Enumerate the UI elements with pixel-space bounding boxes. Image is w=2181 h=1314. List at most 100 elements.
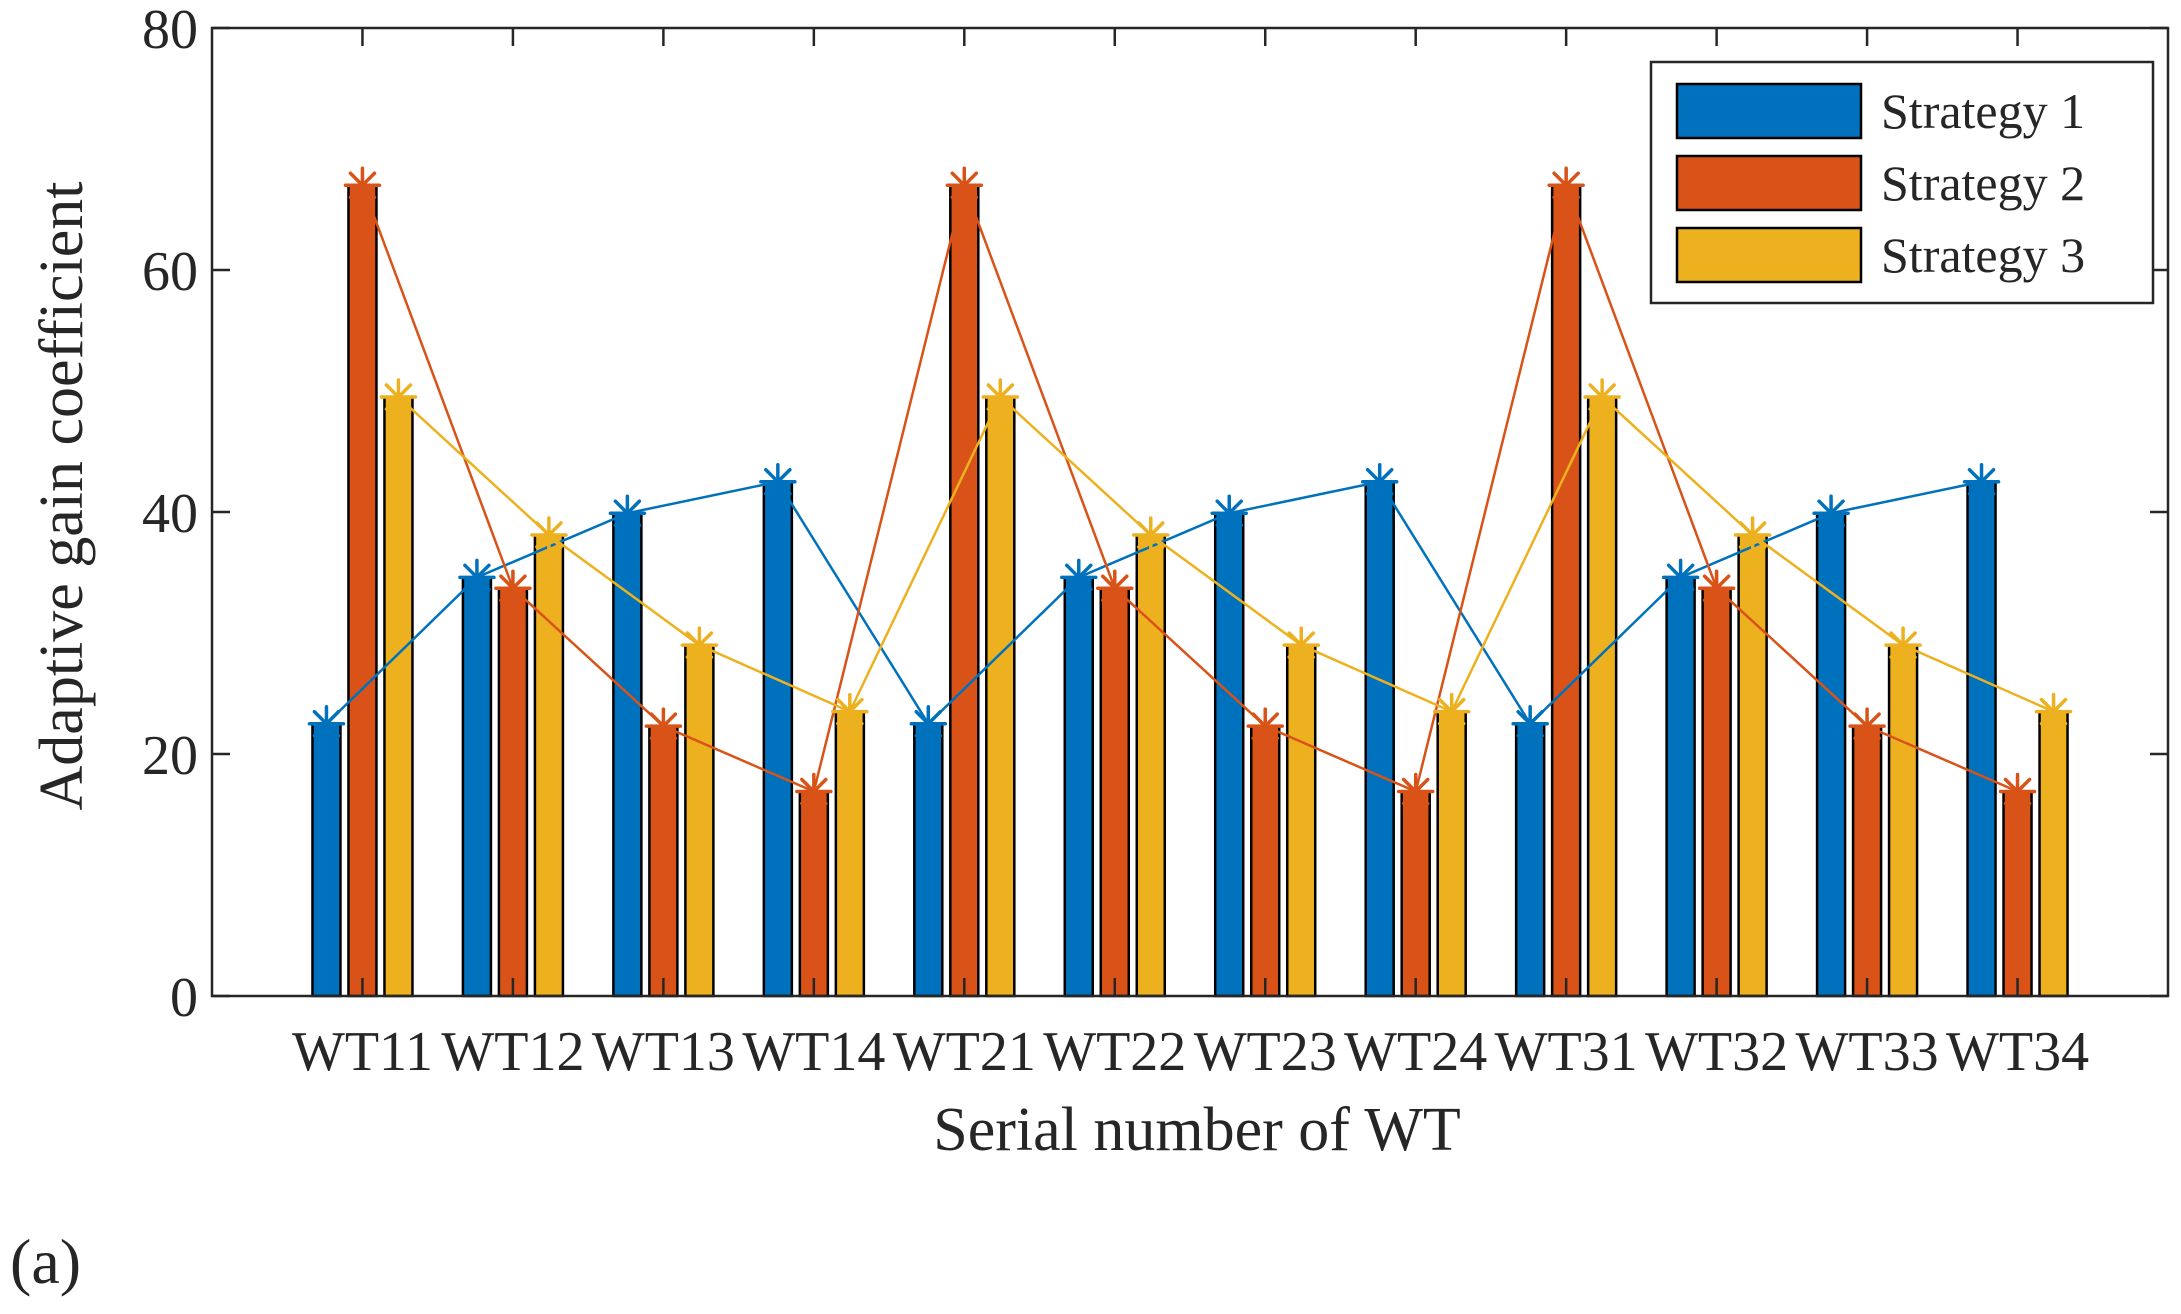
bar-strategy-1-wt21 [913, 722, 944, 998]
bar-strategy-3-wt24 [1436, 710, 1467, 998]
x-tick-label-wt14: WT14 [742, 1021, 885, 1083]
bar-strategy-3-wt34 [2038, 710, 2069, 998]
bar-strategy-2-wt12 [497, 586, 529, 998]
series-line-strategy-3 [397, 394, 2055, 714]
bar-strategy-2-wt34 [2002, 790, 2033, 998]
x-tick-label-wt24: WT24 [1344, 1021, 1487, 1083]
marker-strategy-2-wt14 [795, 772, 833, 811]
series-line-strategy-1 [325, 480, 1982, 726]
marker-strategy-2-wt11 [343, 166, 382, 205]
bar-strategy-2-wt13 [648, 724, 679, 998]
bar-strategy-3-wt13 [684, 643, 715, 998]
bar-strategy-2-wt24 [1400, 790, 1431, 998]
bar-strategy-1-wt22 [1063, 576, 1095, 998]
x-tick-label-wt21: WT21 [893, 1021, 1036, 1083]
x-tick-label-wt13: WT13 [592, 1021, 735, 1083]
marker-strategy-1-wt34 [1962, 463, 2001, 501]
bar-strategy-2-wt11 [347, 184, 378, 998]
marker-strategy-3-wt21 [981, 378, 1020, 416]
marker-strategy-3-wt22 [1132, 516, 1170, 554]
legend-label-2: Strategy 2 [1881, 155, 2085, 211]
bar-strategy-3-wt32 [1737, 533, 1768, 998]
bar-strategy-3-wt11 [383, 395, 414, 998]
legend-label-1: Strategy 1 [1881, 83, 2085, 139]
x-tick-label-wt23: WT23 [1194, 1021, 1337, 1083]
legend-swatch-3 [1675, 226, 1863, 284]
marker-strategy-2-wt31 [1547, 166, 1585, 205]
marker-strategy-1-wt31 [1511, 705, 1549, 743]
bar-strategy-1-wt14 [762, 480, 794, 998]
lines-layer [307, 166, 2073, 811]
marker-strategy-1-wt14 [759, 463, 797, 501]
panel-label: (a) [10, 1226, 81, 1297]
marker-strategy-1-wt32 [1661, 558, 1700, 597]
x-axis-label: Serial number of WT [933, 1096, 1460, 1164]
bars-layer [311, 184, 2069, 998]
y-tick-label: 60 [142, 241, 198, 303]
series-line-strategy-2 [361, 181, 2019, 794]
bar-strategy-1-wt11 [311, 722, 342, 998]
bar-strategy-3-wt12 [533, 533, 565, 998]
marker-strategy-3-wt31 [1583, 378, 1621, 416]
bar-strategy-1-wt24 [1364, 480, 1395, 998]
bar-strategy-1-wt34 [1966, 480, 1997, 998]
marker-strategy-3-wt24 [1432, 692, 1471, 731]
marker-strategy-1-wt11 [307, 705, 346, 743]
bar-strategy-3-wt23 [1285, 643, 1317, 998]
marker-strategy-2-wt23 [1246, 707, 1284, 745]
bar-strategy-2-wt22 [1099, 586, 1131, 998]
bar-strategy-2-wt31 [1550, 184, 1582, 998]
x-tick-label-wt22: WT22 [1043, 1021, 1186, 1083]
marker-strategy-3-wt34 [2034, 692, 2073, 731]
x-tick-label-wt33: WT33 [1796, 1021, 1939, 1083]
y-tick-label: 40 [142, 483, 198, 545]
marker-strategy-3-wt32 [1733, 516, 1772, 554]
y-axis-label: Adaptive gain coefficient [28, 182, 96, 811]
bar-strategy-1-wt31 [1514, 722, 1546, 998]
marker-strategy-1-wt13 [608, 494, 647, 532]
marker-strategy-2-wt12 [494, 569, 532, 607]
bar-strategy-3-wt14 [834, 710, 866, 998]
y-tick-label: 20 [142, 725, 198, 787]
x-tick-label-wt11: WT11 [292, 1021, 433, 1083]
bar-strategy-3-wt21 [985, 395, 1016, 998]
x-tick-label-wt34: WT34 [1946, 1021, 2089, 1083]
marker-strategy-3-wt33 [1884, 626, 1922, 664]
bar-strategy-2-wt23 [1249, 724, 1281, 998]
marker-strategy-1-wt12 [458, 558, 496, 597]
legend-swatch-1 [1675, 82, 1863, 140]
bar-strategy-2-wt32 [1701, 586, 1732, 998]
marker-strategy-3-wt13 [680, 626, 719, 664]
x-tick-label-wt31: WT31 [1495, 1021, 1638, 1083]
marker-strategy-3-wt11 [379, 378, 418, 416]
bar-strategy-2-wt33 [1851, 724, 1883, 998]
bar-strategy-3-wt22 [1135, 533, 1167, 998]
bar-strategy-3-wt33 [1887, 643, 1919, 998]
marker-strategy-1-wt23 [1210, 494, 1248, 532]
legend-label-3: Strategy 3 [1881, 227, 2085, 283]
legend: Strategy 1 Strategy 2 Strategy 3 [1649, 60, 2155, 305]
marker-strategy-3-wt12 [530, 516, 568, 554]
bar-strategy-1-wt32 [1665, 576, 1696, 998]
bar-strategy-1-wt12 [461, 576, 493, 998]
marker-strategy-2-wt24 [1396, 772, 1435, 811]
bar-strategy-3-wt31 [1586, 395, 1618, 998]
bar-strategy-2-wt14 [798, 790, 830, 998]
bar-strategy-2-wt21 [949, 184, 980, 998]
x-tick-label-wt32: WT32 [1645, 1021, 1788, 1083]
legend-swatch-2 [1675, 154, 1863, 212]
marker-strategy-1-wt22 [1060, 558, 1098, 597]
marker-strategy-2-wt21 [945, 166, 984, 205]
x-tick-label-wt12: WT12 [441, 1021, 584, 1083]
marker-strategy-2-wt33 [1848, 707, 1886, 745]
y-tick-label: 80 [142, 0, 198, 61]
marker-strategy-2-wt22 [1096, 569, 1134, 607]
marker-strategy-1-wt24 [1360, 463, 1399, 501]
marker-strategy-1-wt21 [909, 705, 948, 743]
marker-strategy-3-wt23 [1282, 626, 1320, 664]
marker-strategy-2-wt32 [1697, 569, 1736, 607]
marker-strategy-2-wt13 [644, 707, 683, 745]
marker-strategy-1-wt33 [1812, 494, 1850, 532]
marker-strategy-3-wt14 [831, 692, 869, 731]
